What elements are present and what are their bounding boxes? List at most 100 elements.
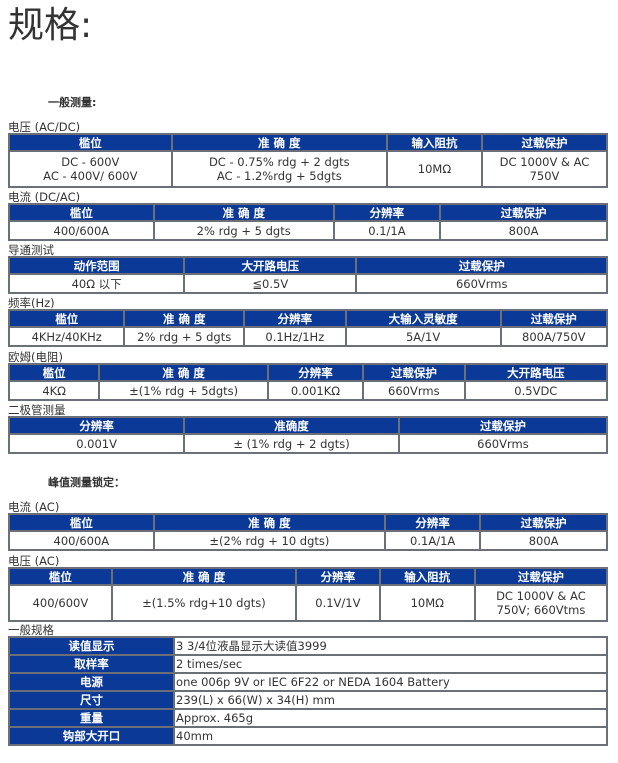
column-header: 分辨率 [243,309,347,328]
table-cell: 400/600V [8,584,113,622]
spec-value: 3 3/4位液晶显示大读值3999 [173,636,608,656]
column-header: 准 确 度 [170,133,388,152]
table-cell: 400/600A [8,220,155,241]
column-header: 大开路电压 [463,363,609,382]
column-header: 槛位 [8,133,173,152]
table-row: 电源 one 006p 9V or IEC 6F22 or NEDA 1604 B… [7,672,608,692]
section-general-specs: 一般规格 读值显示 3 3/4位液晶显示大读值3999 取样率 2 times/sec 电… [7,624,608,746]
table-cell: 4KΩ [7,380,101,401]
table-cell: 0.1V/1V [295,584,381,622]
table-cell: 2% rdg + 5 dgts [123,326,245,347]
spec-name: 取样率 [7,654,176,674]
section-label: 电压 (AC/DC) [8,120,81,134]
header-row: 槛位准 确 度分辨率 输入阻抗 过载保护 [8,567,609,586]
header-row: 槛位准 确 度分辨率 大输入灵敏度 过载保护 [7,309,609,328]
section-label: 电压 (AC) [8,554,60,568]
column-header: 过载保护 [499,309,609,328]
table-cell: 40Ω 以下 [7,273,186,294]
table-cell: 10MΩ [378,584,476,622]
column-header: 准 确 度 [123,309,245,328]
table-cell: DC - 600V AC - 400V/ 600V [8,150,173,188]
section-label: 导通测试 [8,243,54,257]
section-peak-current-ac: 电流 (AC) 槛位准 确 度分辨率 过载保护 400/600A ±(2% rdg + … [8,501,608,551]
table-row: 4KΩ ±(1% rdg + 5dgts) 0.001KΩ 660Vrms 0.5VDC [7,380,609,401]
column-header: 输入阻抗 [378,567,476,586]
spec-table: 槛位准 确 度分辨率 输入阻抗 过载保护 400/600V ±(1.5% rdg+10 … [8,567,609,622]
table-cell: 0.1Hz/1Hz [243,326,347,347]
column-header: 槛位 [8,513,155,532]
table-cell: ±(2% rdg + 10 dgts) [152,530,387,551]
table-cell: 660Vrms [362,380,466,401]
column-header: 槛位 [8,567,113,586]
column-header: 槛位 [8,203,155,222]
column-header: 准 确 度 [98,363,269,382]
column-header: 准 确 度 [110,567,298,586]
column-header: 大开路电压 [183,256,358,275]
spec-name: 读值显示 [7,636,176,656]
section-peak-voltage-ac: 电压 (AC) 槛位准 确 度分辨率 输入阻抗 过载保护 400/600V ±(1.5% … [8,554,609,622]
table-cell: 4KHz/40KHz [7,326,126,347]
section-voltage-ac-dc: 电压 (AC/DC) 槛位准 确 度输入阻抗 过载保护 DC - 600V AC - … [8,121,608,188]
column-header: 过载保护 [355,256,608,275]
column-header: 分辨率 [7,416,186,435]
spec-table: 槛位准 确 度分辨率 过载保护 400/600A 2% rdg + 5 dgts 0.1… [8,203,608,241]
table-row: 400/600V ±(1.5% rdg+10 dgts) 0.1V/1V 10MΩ DC… [8,584,609,622]
section-continuity: 导通测试 动作范围 大开路电压 过载保护 40Ω 以下 ≦0.5V 660Vrms [7,243,608,294]
column-header: 过载保护 [439,203,608,222]
table-row: 取样率 2 times/sec [7,654,608,674]
table-cell: 2% rdg + 5 dgts [152,220,335,241]
table-cell: 660Vrms [355,273,608,294]
column-header: 过载保护 [362,363,466,382]
table-cell: 800A [439,220,608,241]
column-header: 准确度 [183,416,400,435]
header-row: 槛位准 确 度分辨率 过载保护 [8,513,608,532]
table-cell: 0.1/1A [332,220,442,241]
header-row: 槛位准 确 度输入阻抗 过载保护 [8,133,608,152]
spec-name: 钩部大开口 [7,726,176,746]
column-header: 分辨率 [384,513,482,532]
header-row: 分辨率 准确度 过载保护 [7,416,609,435]
column-header: 槛位 [7,309,126,328]
column-header: 分辨率 [295,567,381,586]
table-cell: DC 1000V & AC 750V [481,150,608,188]
table-cell: 0.001KΩ [266,380,365,401]
spec-value: 40mm [173,726,608,746]
section-label: 频率(Hz) [8,296,55,310]
table-cell: ±(1% rdg + 5dgts) [98,380,269,401]
table-cell: 800A/750V [499,326,609,347]
table-cell: ±(1.5% rdg+10 dgts) [110,584,298,622]
column-header: 过载保护 [473,567,609,586]
section-frequency: 频率(Hz) 槛位准 确 度分辨率 大输入灵敏度 过载保护 4KHz/40KHz 2% r… [7,296,609,347]
spec-name: 电源 [7,672,176,692]
column-header: 分辨率 [266,363,365,382]
header-row: 槛位准 确 度分辨率 过载保护 [8,203,608,222]
column-header: 动作范围 [7,256,186,275]
section-label: 欧姆(电阻) [8,350,63,364]
spec-name: 重量 [7,708,176,728]
table-cell: ± (1% rdg + 2 dgts) [183,433,400,454]
table-row: 400/600A 2% rdg + 5 dgts 0.1/1A 800A [8,220,608,241]
spec-value: 2 times/sec [173,654,608,674]
peak-hold-heading: 峰值测量锁定： [48,476,125,489]
table-cell: 400/600A [8,530,155,551]
header-row: 动作范围 大开路电压 过载保护 [7,256,608,275]
table-row: 40Ω 以下 ≦0.5V 660Vrms [7,273,608,294]
table-cell: ≦0.5V [183,273,358,294]
spec-name: 尺寸 [7,690,176,710]
column-header: 分辨率 [332,203,442,222]
table-cell: DC 1000V & AC 750V; 660Vtms [473,584,609,622]
table-row: 读值显示 3 3/4位液晶显示大读值3999 [7,636,608,656]
spec-table: 槛位准 确 度输入阻抗 过载保护 DC - 600V AC - 400V/ 600V… [8,133,608,188]
column-header: 输入阻抗 [385,133,484,152]
section-current-dc-ac: 电流 (DC/AC) 槛位准 确 度分辨率 过载保护 400/600A 2% rdg +… [8,191,608,241]
column-header: 准 确 度 [152,513,387,532]
table-cell: 0.1A/1A [384,530,482,551]
header-row: 槛位准 确 度分辨率 过载保护 大开路电压 [7,363,609,382]
column-header: 槛位 [7,363,101,382]
table-row: 重量 Approx. 465g [7,708,608,728]
section-diode: 二极管测量 分辨率 准确度 过载保护 0.001V ± (1% rdg + 2 dgts)… [7,404,609,454]
section-resistance: 欧姆(电阻) 槛位准 确 度分辨率 过载保护 大开路电压 4KΩ ±(1% rdg + 5… [7,350,609,401]
general-specs-table: 读值显示 3 3/4位液晶显示大读值3999 取样率 2 times/sec 电源 one… [7,636,608,746]
table-cell: 0.5VDC [463,380,609,401]
spec-value: Approx. 465g [173,708,608,728]
